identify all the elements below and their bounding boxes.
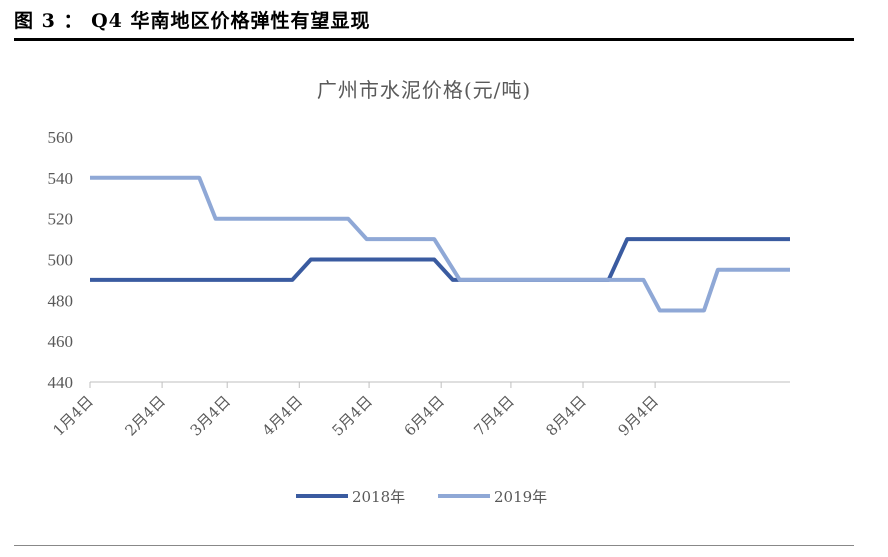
header-rule [14, 38, 854, 41]
x-tick-label: 9月4日 [615, 392, 662, 439]
series-line-1 [90, 237, 790, 282]
chart-series [90, 175, 790, 313]
x-tick-label: 3月4日 [187, 392, 234, 439]
x-tick-label: 6月4日 [401, 392, 448, 439]
x-tick-label: 2月4日 [121, 392, 168, 439]
legend-label-2: 2019年 [494, 488, 547, 506]
chart-legend: 2018年 2019年 [296, 488, 547, 506]
x-tick-label: 1月4日 [49, 392, 96, 439]
y-tick-label: 460 [48, 332, 74, 351]
chart-axes: 440 460 480 500 520 540 560 1月4日 2月4日 3月4日 4月4日 5月4… [48, 128, 790, 440]
x-tick-label: 8月4日 [542, 392, 589, 439]
y-tick-label: 480 [48, 291, 74, 310]
x-tick-label: 4月4日 [259, 392, 306, 439]
figure-header: 图 3 ： Q4 华南地区价格弹性有望显现 [14, 6, 854, 41]
y-tick-label: 540 [48, 169, 74, 188]
y-tick-label: 520 [48, 210, 74, 229]
x-tick-label: 7月4日 [470, 392, 517, 439]
y-tick-label: 560 [48, 128, 74, 147]
chart-title: 广州市水泥价格(元/吨) [317, 78, 531, 102]
y-tick-label: 440 [48, 373, 74, 392]
y-tick-label: 500 [48, 251, 74, 270]
figure-caption: 图 3 ： Q4 华南地区价格弹性有望显现 [14, 10, 371, 32]
series-line-2 [90, 175, 790, 313]
footer-rule [14, 545, 854, 546]
legend-label-1: 2018年 [352, 488, 405, 506]
x-tick-label: 5月4日 [328, 392, 375, 439]
